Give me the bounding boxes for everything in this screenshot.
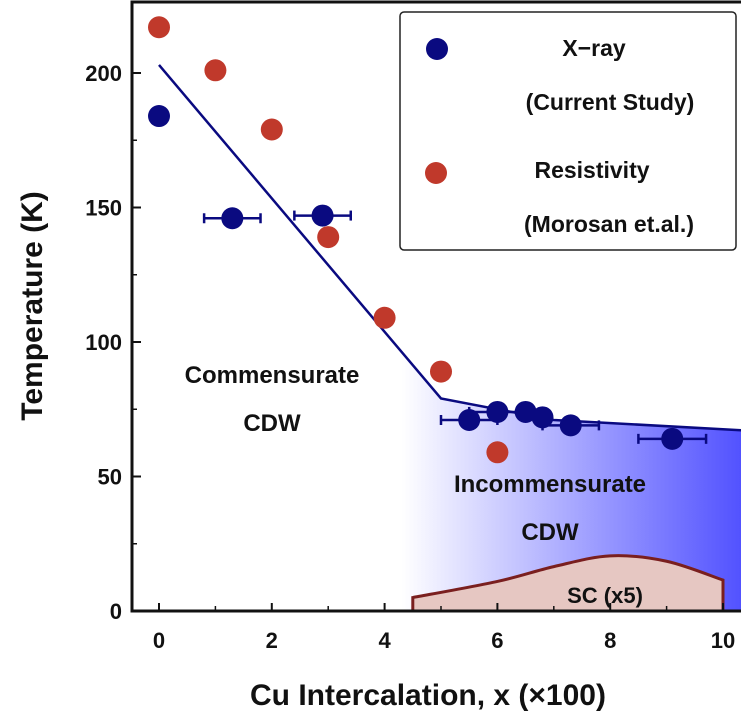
x-tick-label: 6	[491, 628, 503, 653]
legend-box	[399, 11, 737, 251]
plot-frame	[130, 0, 741, 613]
xray-point	[458, 409, 481, 432]
xray-point	[514, 400, 537, 423]
xray-point	[531, 406, 554, 429]
y-tick-label: 50	[98, 465, 122, 490]
x-tick-label: 8	[604, 628, 616, 653]
resistivity-point	[486, 441, 509, 464]
y-tick-label: 0	[110, 599, 122, 624]
sc-dome	[411, 554, 725, 611]
x-tick-label: 4	[378, 628, 391, 653]
legend: X−ray (Current Study) Resistivity (Moros…	[399, 11, 737, 251]
x-tick-label: 0	[153, 628, 165, 653]
resistivity-point	[430, 360, 452, 383]
x-axis-title: Cu Intercalation, x (×100)	[250, 679, 606, 712]
xray-point	[311, 204, 334, 227]
resistivity-point	[373, 306, 396, 329]
x-tick-label: 2	[266, 628, 278, 653]
y-tick-label: 150	[85, 196, 122, 221]
legend-marker-xray	[426, 38, 448, 60]
legend-resistivity-line2: (Morosan et.al.)	[524, 211, 694, 237]
xray-point	[661, 427, 684, 450]
xray-point	[559, 414, 582, 437]
incommensurate-cdw-region	[401, 351, 741, 611]
xray-point	[148, 105, 170, 128]
legend-resistivity-line1: Resistivity	[534, 157, 649, 183]
incommensurate-label-line2: CDW	[521, 519, 579, 546]
y-tick-label: 100	[85, 330, 122, 355]
incommensurate-label-line1: Incommensurate	[454, 471, 646, 498]
resistivity-point	[260, 118, 283, 141]
legend-marker-resistivity	[425, 162, 447, 184]
legend-xray-line2: (Current Study)	[526, 89, 695, 115]
xray-point	[486, 400, 509, 423]
x-tick-label: 10	[711, 628, 735, 653]
resistivity-point	[317, 226, 340, 249]
sc-label: SC (x5)	[567, 583, 643, 608]
data-points	[148, 16, 684, 464]
resistivity-point	[204, 59, 227, 82]
y-axis-title: Temperature (K)	[16, 191, 49, 420]
commensurate-label-line2: CDW	[243, 410, 301, 437]
resistivity-point	[148, 16, 170, 39]
y-tick-label: 200	[85, 61, 122, 86]
commensurate-label-line1: Commensurate	[185, 362, 360, 389]
legend-xray-line1: X−ray	[562, 35, 626, 61]
xray-point	[221, 207, 244, 230]
